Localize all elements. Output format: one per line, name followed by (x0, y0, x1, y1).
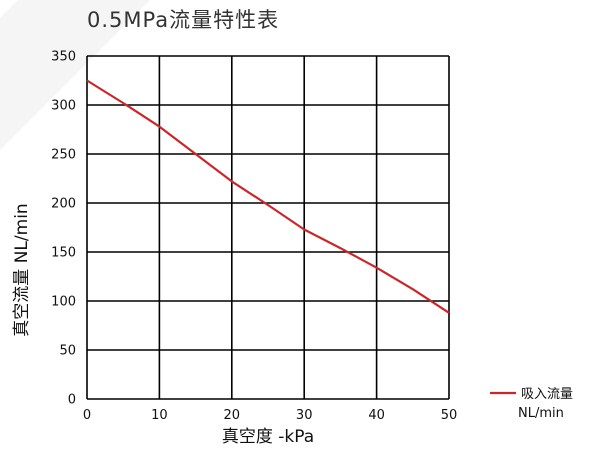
y-tick-label: 200 (51, 197, 76, 212)
y-tick-label: 100 (51, 295, 76, 310)
legend: 吸入流量 NL/min (490, 387, 573, 421)
y-tick-label: 50 (59, 344, 76, 359)
y-tick-label: 300 (51, 99, 76, 114)
x-tick-label: 30 (296, 408, 313, 423)
series-lines (86, 79, 450, 314)
y-tick-label: 250 (51, 148, 76, 163)
x-tick-label: 40 (368, 408, 385, 423)
legend-series-name: 吸入流量 (521, 387, 573, 402)
x-tick-label: 20 (224, 408, 241, 423)
grid (86, 55, 450, 400)
x-tick-label: 50 (441, 408, 458, 423)
x-axis-label: 真空度 -kPa (222, 427, 314, 447)
y-axis-label: 真空流量 NL/min (12, 203, 32, 336)
x-tick-label: 10 (151, 408, 168, 423)
y-tick-label: 0 (68, 393, 76, 408)
chart-title: 0.5MPa流量特性表 (87, 8, 279, 32)
series-line (86, 79, 450, 314)
tick-labels: 0 10 20 30 40 50 0 50 100 150 200 250 300 350 (51, 50, 457, 424)
legend-series-unit: NL/min (518, 406, 564, 421)
y-tick-label: 350 (51, 50, 76, 65)
y-tick-label: 150 (51, 246, 76, 261)
x-tick-label: 0 (83, 408, 91, 423)
